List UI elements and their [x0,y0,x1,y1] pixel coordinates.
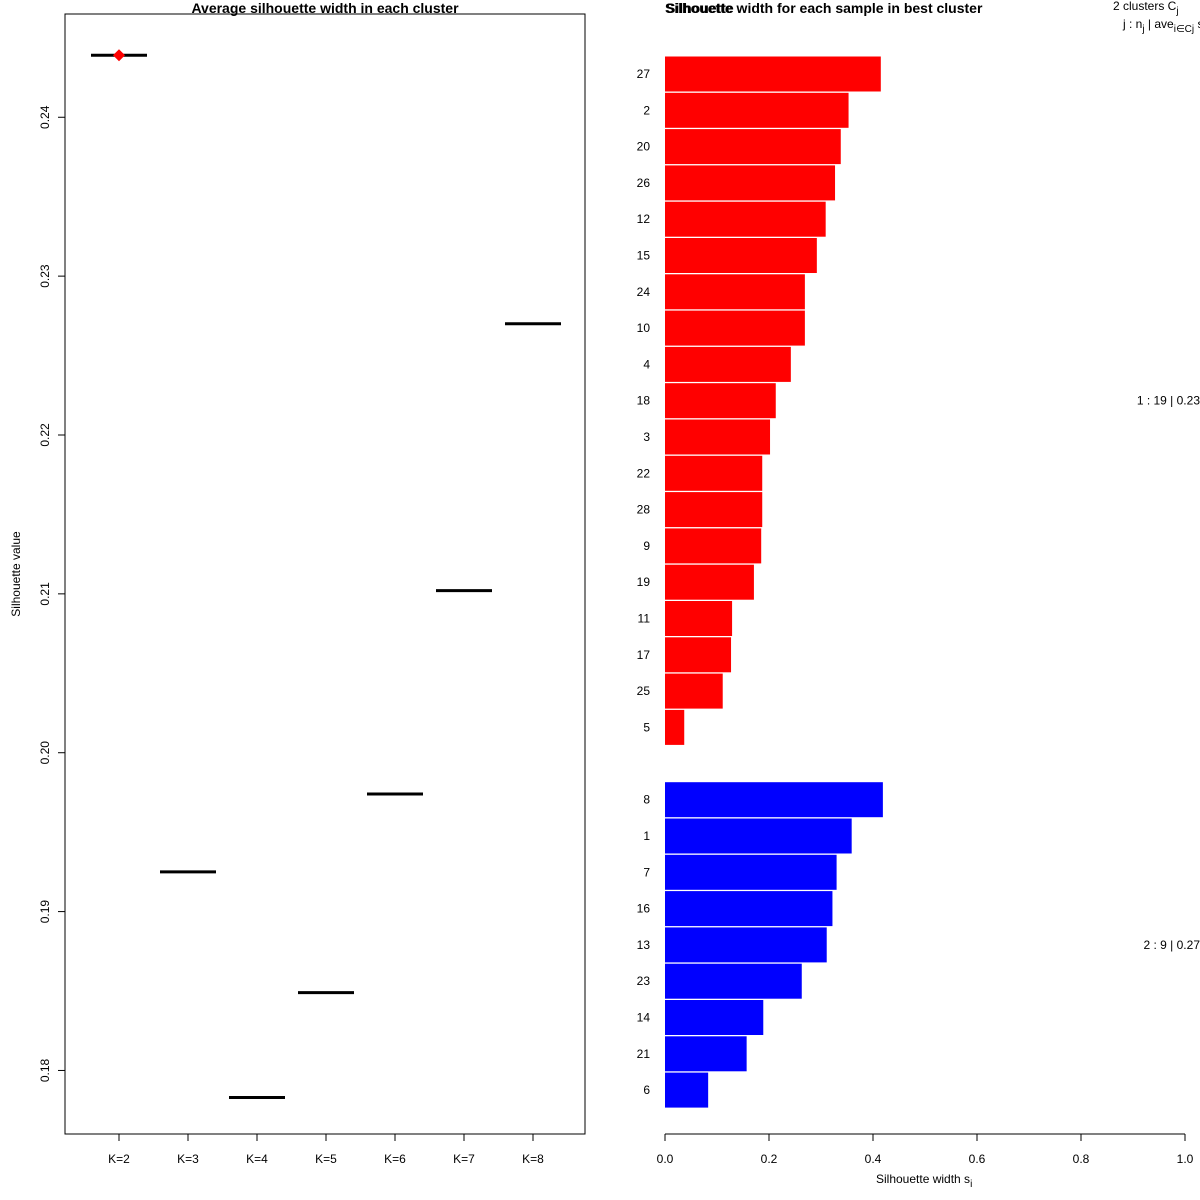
cluster-summary-label: 1 : 19 | 0.23 [1137,394,1200,408]
silhouette-bar [665,165,836,201]
legend-header-line1: 2 clusters Cj [1113,0,1179,17]
x-tick-label: K=8 [522,1152,544,1166]
silhouette-bar [665,346,791,382]
x-tick-label: K=6 [384,1152,406,1166]
sample-label: 13 [637,938,651,952]
right-x-axis: 0.0 0.2 0.4 0.6 0.8 1.0 [657,1133,1194,1166]
silhouette-bar [665,891,833,927]
sample-label: 28 [637,503,651,517]
sample-label: 11 [638,612,651,626]
right-x-axis-label: Silhouette width si [876,1172,972,1190]
silhouette-bar [665,455,763,491]
x-tick-label: 0.6 [969,1152,986,1166]
average-silhouette-panel: Average silhouette width in each cluster… [9,0,586,1166]
y-tick-label: 0.23 [38,264,52,288]
silhouette-bar [665,310,805,346]
sample-label: 25 [637,684,651,698]
y-tick-label: 0.21 [38,582,52,606]
silhouette-bar [665,238,817,273]
silhouette-bar [665,818,852,854]
silhouette-bar [665,129,841,165]
left-y-axis-label: Silhouette value [9,531,23,617]
x-tick-label: 1.0 [1177,1152,1194,1166]
y-tick-label: 0.24 [38,105,52,129]
sample-label: 3 [643,430,650,444]
sample-label: 21 [637,1047,651,1061]
x-tick-label: K=3 [177,1152,199,1166]
silhouette-bar [665,383,776,419]
sample-label: 6 [643,1083,650,1097]
legend-header-line2: j : nj | avei∈Cj s [1122,17,1200,35]
best-k-marker [113,49,125,62]
sample-label: 14 [637,1011,651,1025]
sample-silhouette-panel: Silhouette width for each sample in best… [637,0,1200,1190]
y-tick-label: 0.19 [38,900,52,924]
left-y-axis: 0.18 0.19 0.20 0.21 0.22 0.23 0.24 [38,105,65,1082]
sample-label: 26 [637,176,651,190]
sample-label: 27 [637,67,651,81]
left-plot-frame [64,13,586,1135]
silhouette-bar [665,601,733,636]
sample-label: 9 [643,539,650,553]
silhouette-bar [665,1036,747,1072]
sample-label: 7 [643,865,650,879]
cluster-summary-label: 2 : 9 | 0.27 [1144,938,1200,952]
silhouette-bar [665,528,762,564]
sample-label: 2 [643,103,650,117]
silhouette-bar [665,56,881,92]
silhouette-bar [665,92,849,128]
x-tick-label: 0.0 [657,1152,674,1166]
left-chart-title: Average silhouette width in each cluster [191,0,459,16]
sample-label: 16 [637,902,651,916]
silhouette-bar [665,637,732,673]
x-tick-label: K=4 [246,1152,268,1166]
legend-header: 2 clusters Cj j : nj | avei∈Cj s [1113,0,1200,35]
y-tick-label: 0.20 [38,741,52,765]
x-tick-label: K=7 [453,1152,475,1166]
left-x-axis: K=2 K=3 K=4 K=5 K=6 K=7 K=8 [108,1134,544,1166]
sample-label: 23 [637,974,651,988]
right-title-overlap-fragment: Silhouette [666,0,734,16]
x-tick-label: 0.2 [761,1152,778,1166]
sample-label: 20 [637,140,651,154]
silhouette-bar [665,274,805,310]
silhouette-bar [665,1000,764,1035]
silhouette-bar [665,673,723,709]
sample-label: 1 [643,829,650,843]
sample-label: 4 [643,357,650,371]
sample-label: 10 [637,321,651,335]
sample-label: 24 [637,285,651,299]
silhouette-bars: 2722026121524104183222891911172558171613… [637,56,883,1108]
silhouette-bar [665,927,827,963]
sample-label: 8 [643,793,650,807]
y-tick-label: 0.22 [38,423,52,447]
right-chart-title: Silhouette width for each sample in best… [665,0,983,16]
silhouette-bar [665,419,771,455]
silhouette-bar [665,854,837,890]
left-plot-marks [91,49,561,1099]
x-tick-label: 0.4 [865,1152,882,1166]
silhouette-bar [665,963,802,999]
silhouette-bar [665,782,883,818]
silhouette-bar [665,1072,709,1108]
y-tick-label: 0.18 [38,1058,52,1082]
sample-label: 12 [637,212,651,226]
silhouette-bar [665,201,826,237]
sample-label: 15 [637,249,651,263]
x-tick-label: K=2 [108,1152,130,1166]
silhouette-bar [665,709,685,745]
sample-label: 5 [643,720,650,734]
silhouette-bar [665,492,763,528]
sample-label: 19 [637,575,651,589]
x-tick-label: K=5 [315,1152,337,1166]
sample-label: 17 [637,648,651,662]
sample-label: 18 [637,394,651,408]
silhouette-bar [665,564,754,600]
x-tick-label: 0.8 [1073,1152,1090,1166]
cluster-summary-labels: 1 : 19 | 0.23 2 : 9 | 0.27 [1137,394,1200,952]
sample-label: 22 [637,466,651,480]
